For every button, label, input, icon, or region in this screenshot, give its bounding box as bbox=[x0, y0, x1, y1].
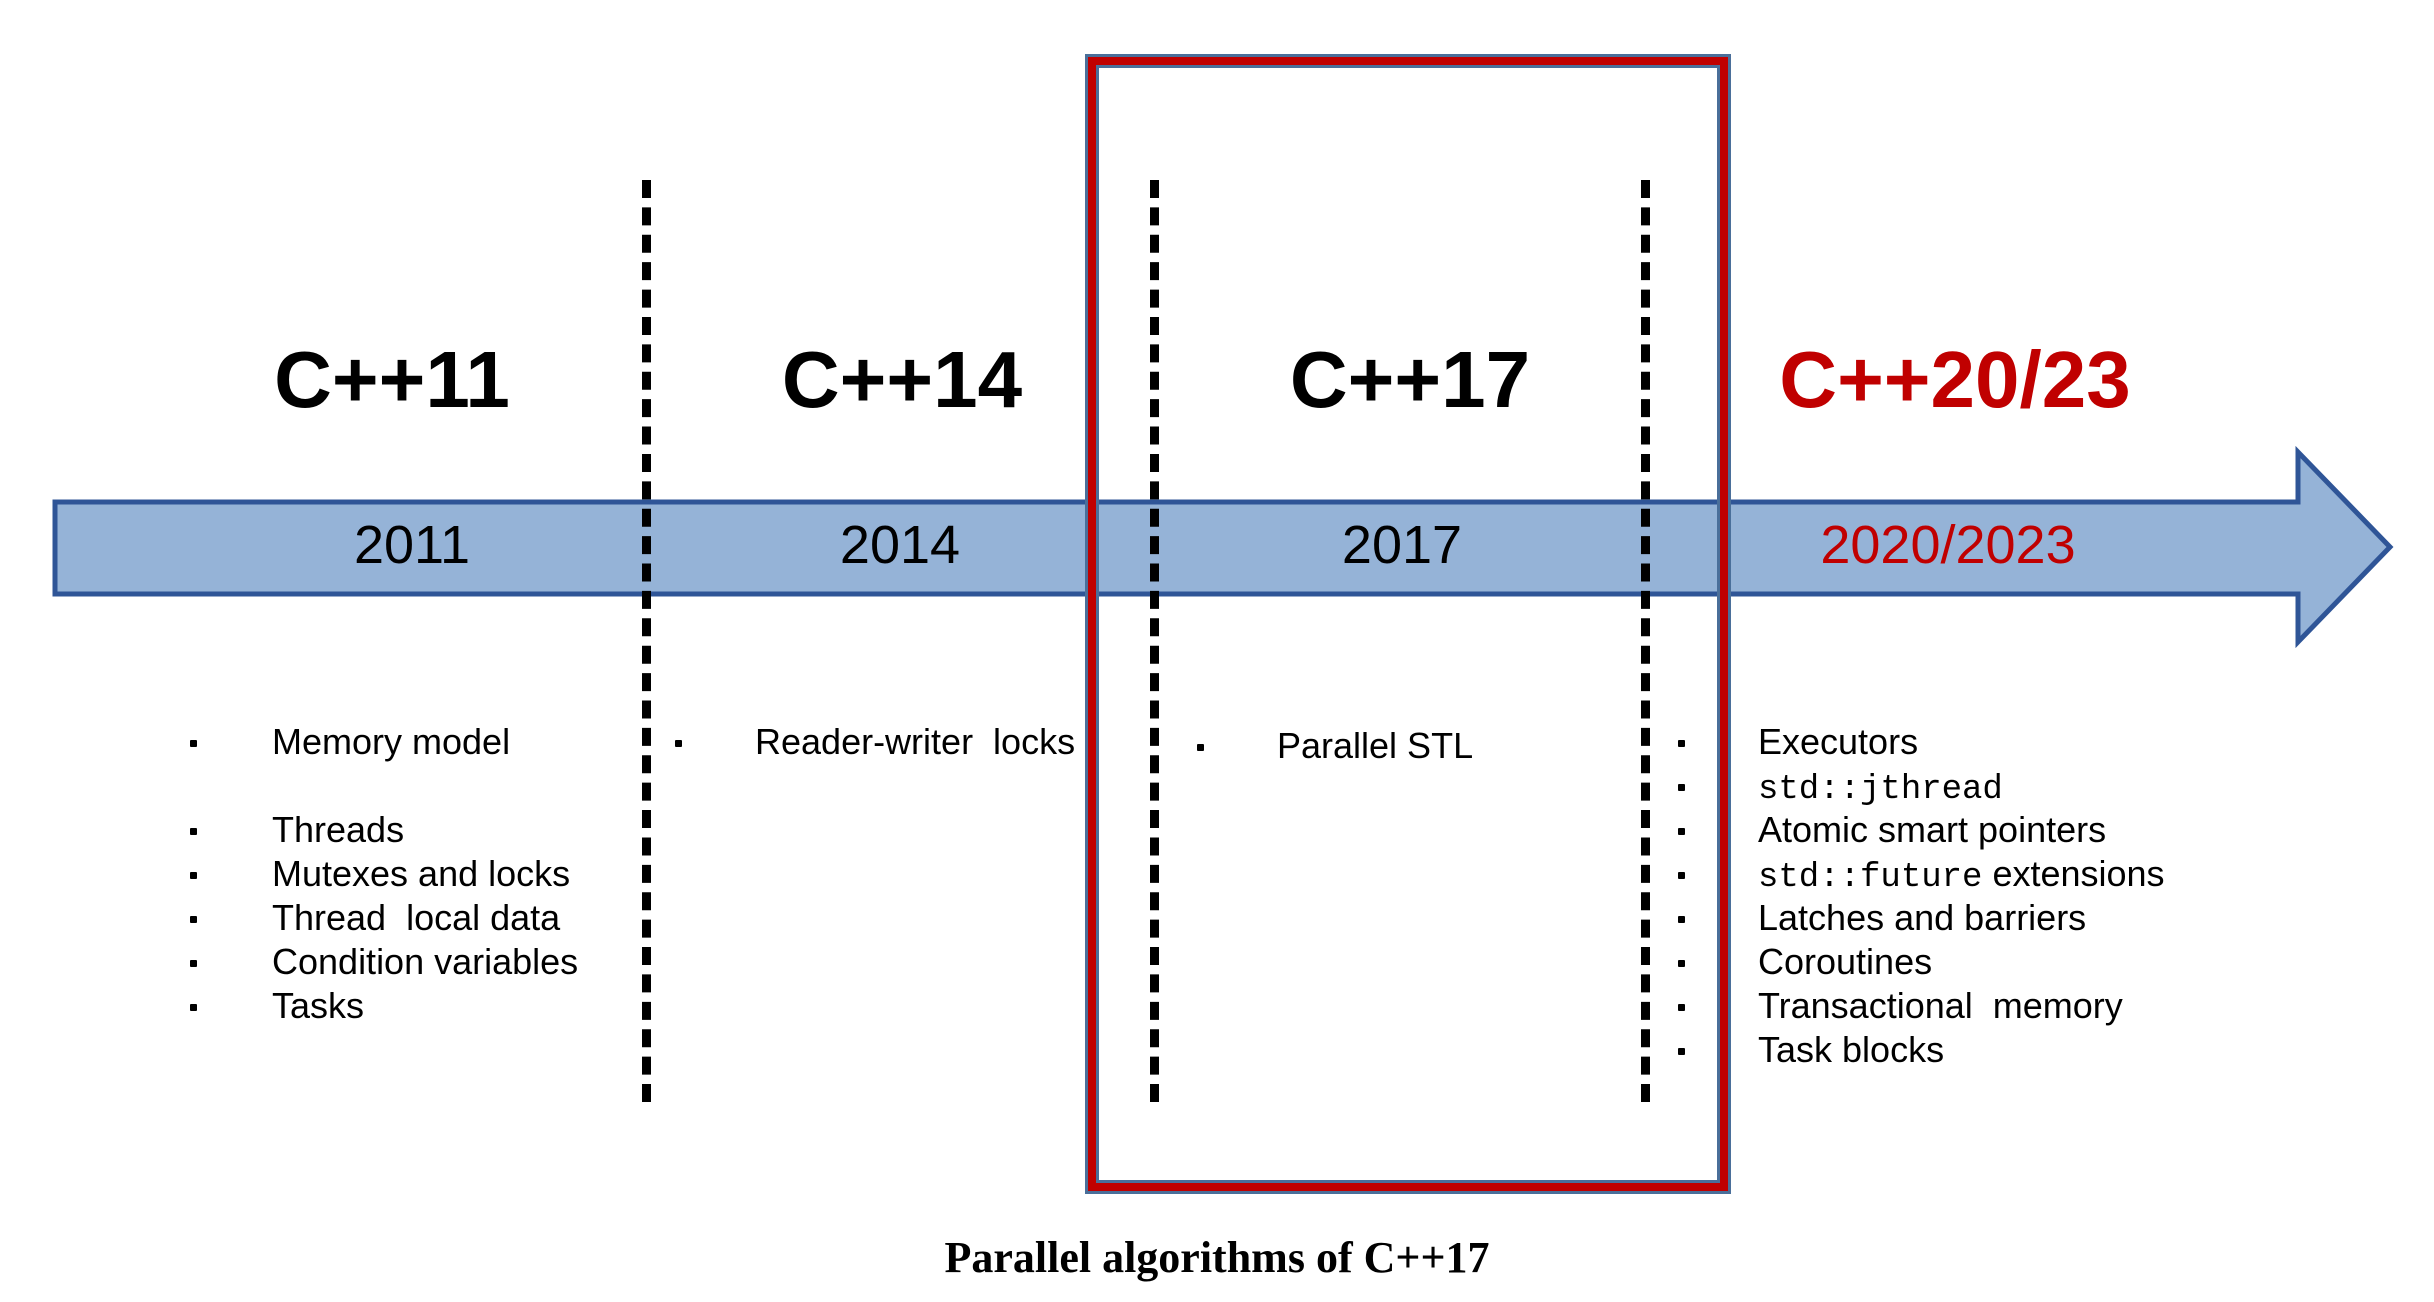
era-title-cpp17: C++17 bbox=[1289, 335, 1531, 424]
list-item: Thread local data bbox=[190, 896, 578, 940]
list-item: Parallel STL bbox=[1197, 724, 1473, 768]
list-item: Coroutines bbox=[1678, 940, 2165, 984]
cpp17-highlight-box bbox=[1088, 57, 1728, 1191]
bullet-icon bbox=[1678, 1048, 1685, 1055]
cpp20-feature-list: Executors std::jthread Atomic smart poin… bbox=[1678, 720, 2165, 1072]
bullet-icon bbox=[1678, 872, 1685, 879]
list-item: Transactional memory bbox=[1678, 984, 2165, 1028]
bullet-icon bbox=[675, 740, 682, 747]
year-label-2011: 2011 bbox=[353, 515, 471, 575]
cpp14-feature-list: Reader-writer locks bbox=[675, 720, 1075, 764]
bullet-icon bbox=[190, 1004, 197, 1011]
figure-caption: Parallel algorithms of C++17 bbox=[944, 1233, 1490, 1282]
bullet-icon bbox=[190, 916, 197, 923]
list-item: Tasks bbox=[190, 984, 578, 1028]
bullet-icon bbox=[1678, 916, 1685, 923]
year-label-2014: 2014 bbox=[839, 515, 961, 575]
bullet-icon bbox=[1678, 784, 1685, 791]
bullet-icon bbox=[1678, 1004, 1685, 1011]
bullet-icon bbox=[190, 960, 197, 967]
bullet-icon bbox=[190, 872, 197, 879]
list-item: std::future extensions bbox=[1678, 852, 2165, 897]
era-title-cpp11: C++11 bbox=[274, 335, 510, 424]
timeline-arrow-shape bbox=[52, 445, 2394, 649]
year-label-2020-2023: 2020/2023 bbox=[1820, 515, 2076, 575]
bullet-icon bbox=[190, 828, 197, 835]
list-item: Condition variables bbox=[190, 940, 578, 984]
list-item: Latches and barriers bbox=[1678, 896, 2165, 940]
bullet-icon bbox=[1678, 828, 1685, 835]
list-item: Threads bbox=[190, 808, 578, 852]
list-item: Memory model bbox=[190, 720, 578, 764]
cpp17-feature-list: Parallel STL bbox=[1197, 724, 1473, 768]
list-item: Atomic smart pointers bbox=[1678, 808, 2165, 852]
bullet-icon bbox=[190, 740, 197, 747]
list-item: Reader-writer locks bbox=[675, 720, 1075, 764]
bullet-icon bbox=[1197, 744, 1204, 751]
era-title-cpp14: C++14 bbox=[781, 335, 1023, 424]
list-item-spacer bbox=[190, 764, 578, 808]
bullet-icon bbox=[1678, 960, 1685, 967]
list-item: std::jthread bbox=[1678, 764, 2165, 809]
separator-cpp17-cpp20 bbox=[1641, 180, 1650, 1102]
list-item: Mutexes and locks bbox=[190, 852, 578, 896]
year-label-2017: 2017 bbox=[1341, 515, 1463, 575]
separator-cpp14-cpp17 bbox=[1150, 180, 1159, 1102]
era-title-cpp20-23: C++20/23 bbox=[1779, 335, 2131, 424]
list-item: Task blocks bbox=[1678, 1028, 2165, 1072]
cpp11-feature-list: Memory model Threads Mutexes and locks T… bbox=[190, 720, 578, 1028]
bullet-icon bbox=[1678, 740, 1685, 747]
list-item: Executors bbox=[1678, 720, 2165, 764]
separator-cpp11-cpp14 bbox=[642, 180, 651, 1102]
